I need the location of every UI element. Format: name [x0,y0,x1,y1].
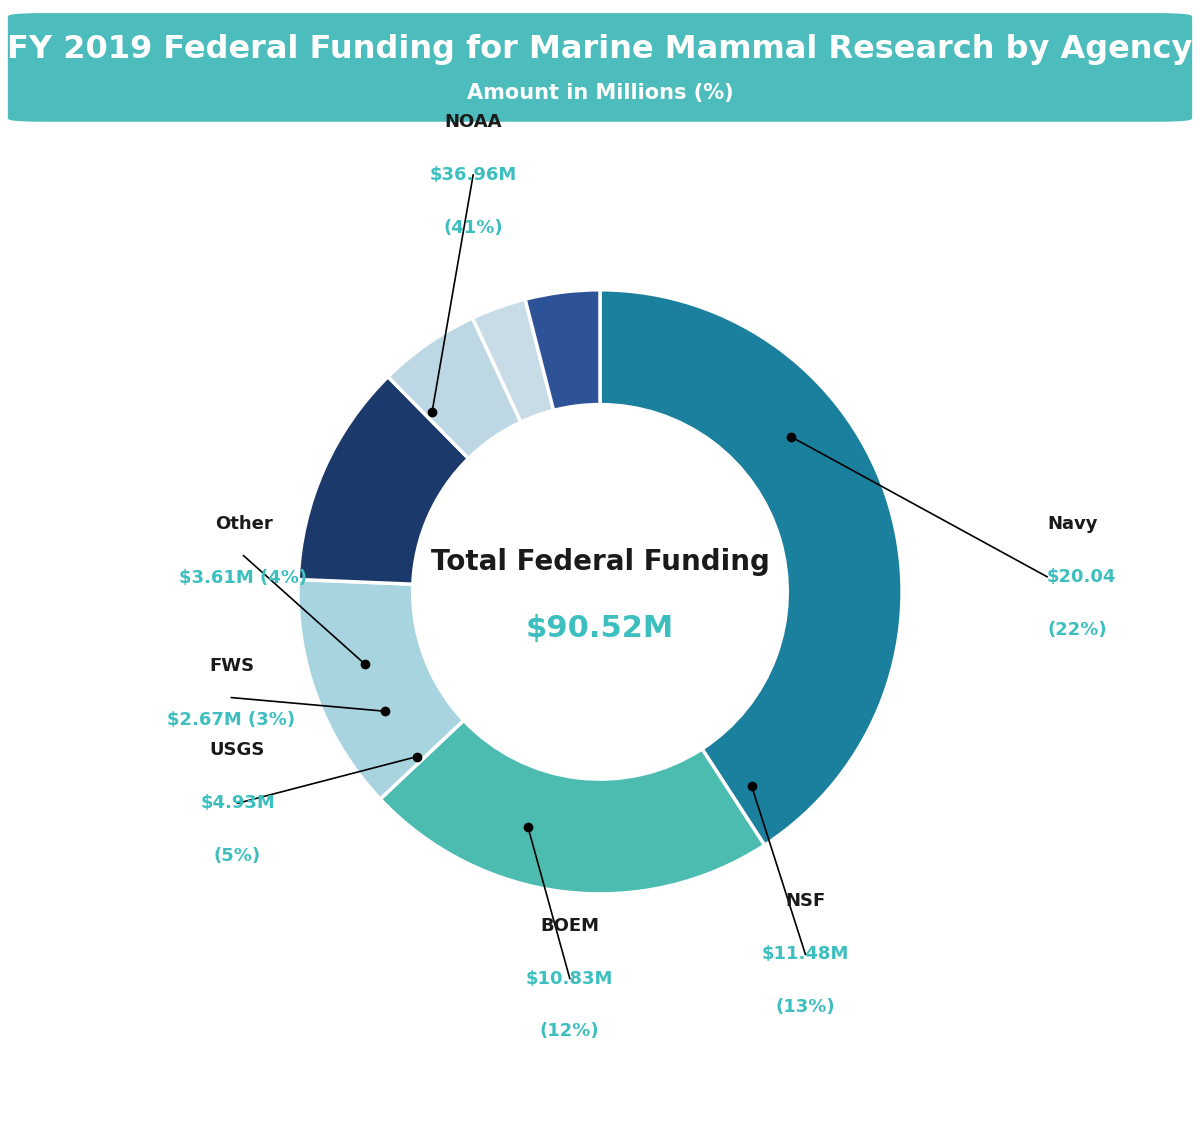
Text: $10.83M: $10.83M [526,970,613,988]
Text: NSF: NSF [785,892,826,910]
Text: Total Federal Funding: Total Federal Funding [431,547,769,575]
Text: $20.04: $20.04 [1048,568,1116,586]
Text: (5%): (5%) [214,847,262,865]
Wedge shape [298,377,468,584]
FancyBboxPatch shape [8,13,1192,121]
Text: Navy: Navy [1048,515,1098,533]
Text: (13%): (13%) [775,998,835,1016]
Text: BOEM: BOEM [540,917,599,935]
Text: NOAA: NOAA [444,114,502,132]
Wedge shape [388,318,521,459]
Text: $11.48M: $11.48M [762,945,850,963]
Text: (12%): (12%) [540,1023,600,1041]
Wedge shape [380,720,764,894]
Text: $3.61M (4%): $3.61M (4%) [180,569,307,587]
Text: $4.93M: $4.93M [200,795,275,813]
Wedge shape [298,580,463,799]
Text: USGS: USGS [210,742,265,760]
Text: Amount in Millions (%): Amount in Millions (%) [467,83,733,102]
Text: FY 2019 Federal Funding for Marine Mammal Research by Agency: FY 2019 Federal Funding for Marine Mamma… [7,34,1193,65]
Text: (22%): (22%) [1048,620,1106,638]
Text: (41%): (41%) [443,219,503,237]
Text: FWS: FWS [209,656,254,674]
Text: $90.52M: $90.52M [526,614,674,643]
Wedge shape [473,299,553,423]
Text: Other: Other [215,515,272,533]
Wedge shape [600,290,902,845]
Text: $2.67M (3%): $2.67M (3%) [168,711,295,729]
Wedge shape [526,290,600,410]
Text: $36.96M: $36.96M [430,166,517,184]
